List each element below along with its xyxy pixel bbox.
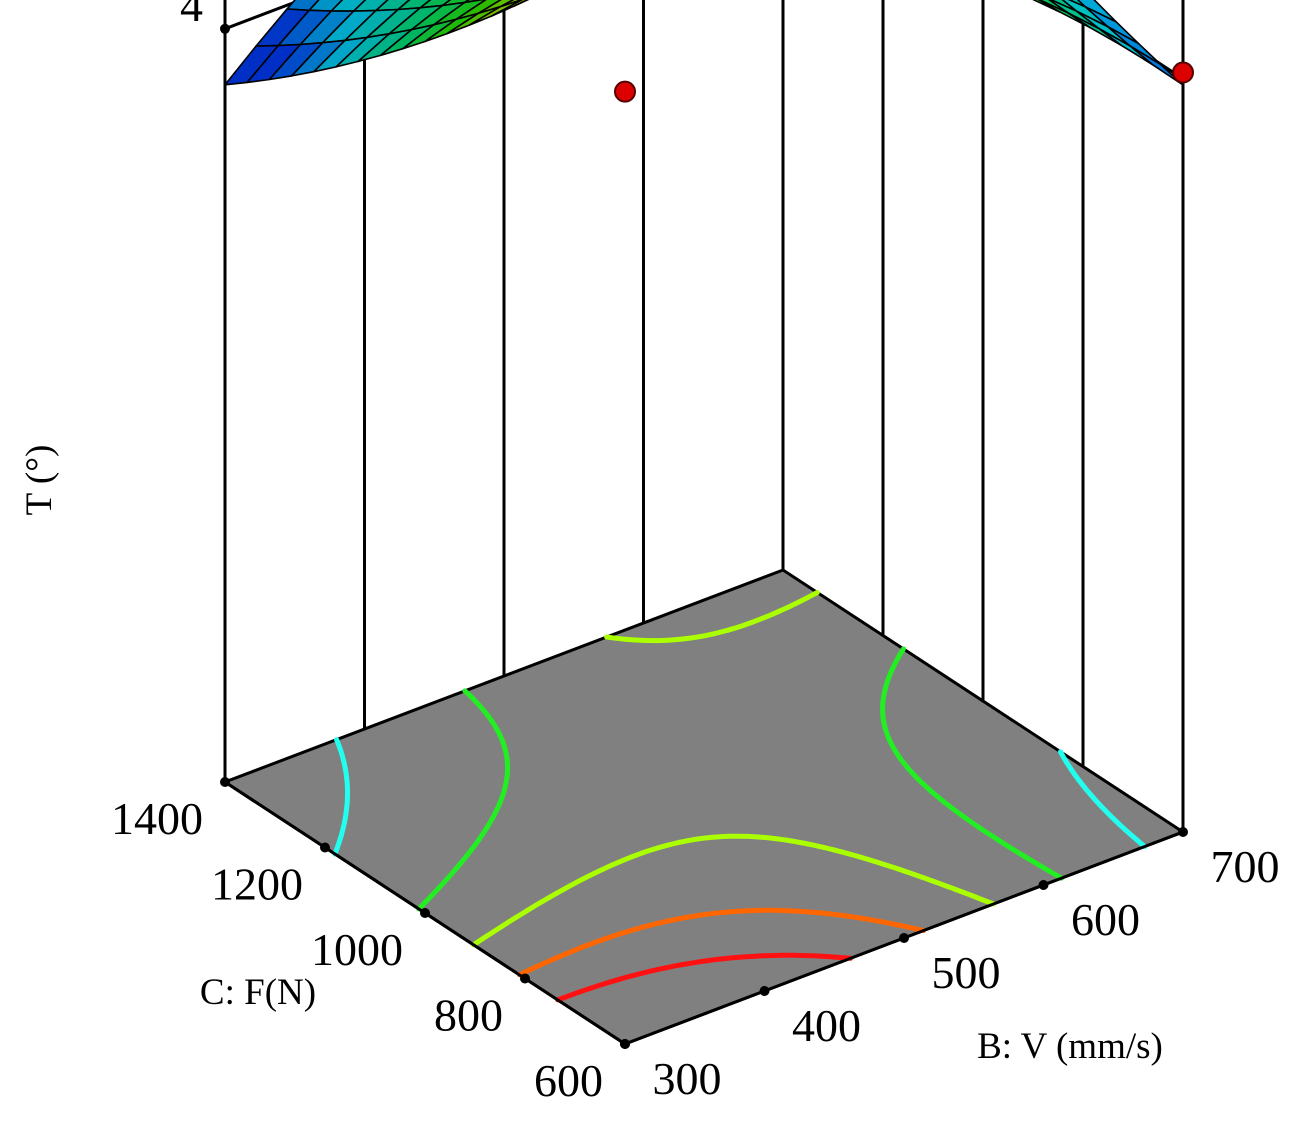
y-tick-mark	[620, 1039, 630, 1049]
x-tick-label: 700	[1211, 841, 1280, 892]
y-tick-mark	[320, 842, 330, 853]
x-tick-mark	[759, 986, 770, 996]
z-axis-title: T (°)	[19, 445, 60, 516]
surface-patch	[1032, 0, 1060, 13]
contour-line	[416, 646, 1064, 912]
contour-line	[555, 952, 853, 1003]
x-tick-mark	[899, 933, 909, 943]
y-tick-mark	[220, 777, 230, 787]
contour-line	[332, 737, 1148, 857]
design-point	[614, 80, 636, 103]
x-axis-title: B: V (mm/s)	[977, 1026, 1163, 1067]
x-tick-mark	[1178, 827, 1188, 837]
y-tick-label: 1200	[211, 859, 303, 910]
wall-grid	[223, 0, 1185, 832]
contour-floor	[221, 568, 1187, 1046]
z-tick-mark	[220, 23, 230, 34]
x-tick-label: 500	[932, 947, 1001, 998]
x-tick-label: 400	[792, 1000, 861, 1051]
y-tick-label: 600	[534, 1055, 603, 1106]
y-tick-label: 1400	[111, 793, 203, 844]
contour-line	[471, 590, 996, 948]
y-tick-label: 800	[434, 990, 503, 1041]
tick-labels: 45678300400500600700600800100012001400	[111, 0, 1280, 1106]
x-tick-label: 300	[653, 1053, 722, 1104]
surface-patch	[513, 0, 530, 7]
design-point	[1172, 61, 1194, 84]
x-tick-mark	[1038, 880, 1049, 890]
contour-line	[516, 907, 926, 978]
design-points	[614, 61, 1194, 103]
x-tick-label: 600	[1071, 894, 1140, 945]
y-tick-mark	[420, 908, 430, 918]
response-surface	[224, 0, 1184, 86]
y-tick-label: 1000	[311, 924, 403, 975]
y-axis-title: C: F(N)	[200, 972, 316, 1013]
y-tick-mark	[520, 973, 530, 984]
z-tick-label: 4	[180, 0, 203, 31]
